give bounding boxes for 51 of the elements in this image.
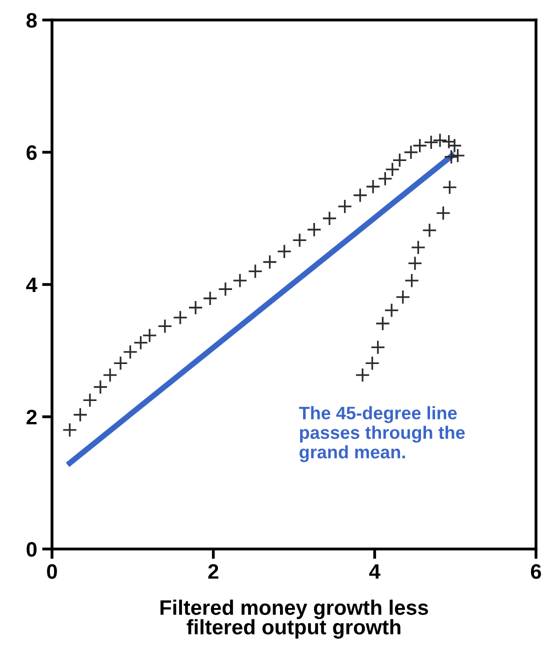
- point: [422, 222, 437, 238]
- point: [447, 138, 462, 154]
- x-tick-label: 6: [530, 564, 542, 579]
- point: [322, 210, 337, 226]
- point: [62, 422, 78, 438]
- point: [364, 356, 380, 371]
- point: [248, 264, 263, 279]
- point: [292, 232, 308, 248]
- y-tick-label: 0: [26, 542, 37, 557]
- point: [232, 273, 248, 288]
- point: [395, 290, 410, 304]
- point: [172, 310, 188, 325]
- x-tick-label: 4: [369, 564, 380, 579]
- point: [441, 134, 456, 150]
- point: [355, 368, 370, 383]
- point: [306, 222, 322, 238]
- point: [384, 302, 400, 318]
- point: [375, 316, 390, 331]
- point: [122, 344, 138, 360]
- point: [82, 392, 98, 408]
- y-tick-label: 4: [26, 278, 38, 292]
- point: [436, 206, 451, 221]
- x-tick-label: 2: [208, 564, 218, 579]
- point: [276, 244, 292, 259]
- point: [188, 300, 204, 316]
- point: [432, 132, 448, 148]
- point: [337, 199, 352, 214]
- point: [218, 282, 233, 297]
- point: [408, 256, 422, 271]
- point: [102, 368, 118, 383]
- point: [404, 273, 420, 288]
- point: [113, 356, 128, 371]
- y-tick-label: 6: [26, 145, 37, 160]
- y-tick-label: 8: [26, 13, 37, 28]
- point: [352, 188, 368, 203]
- point: [366, 179, 380, 194]
- y-tick-label: 2: [26, 410, 37, 424]
- point: [92, 380, 108, 394]
- x-tick-label: 0: [47, 564, 57, 579]
- point: [410, 240, 426, 255]
- x-axis-title: Filtered money growth less filtered output growth: [160, 600, 428, 639]
- point: [424, 134, 439, 150]
- point: [450, 148, 466, 163]
- point: [442, 180, 458, 195]
- point: [370, 340, 386, 355]
- point: [72, 407, 88, 422]
- point: [158, 318, 172, 334]
- point: [444, 149, 459, 164]
- annotation: The 45-degree line passes through the grand mean.: [299, 406, 465, 462]
- point: [262, 254, 278, 270]
- point: [202, 290, 218, 306]
